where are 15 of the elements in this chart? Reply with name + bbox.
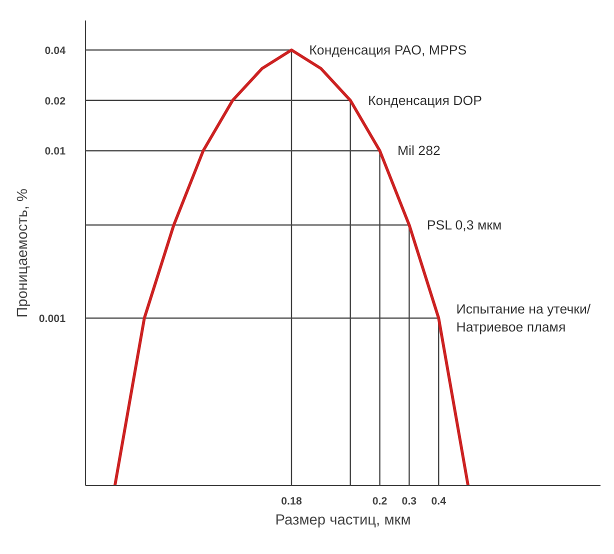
x-tick-label: 0.4 (431, 496, 446, 508)
y-tick-label: 0.04 (44, 44, 66, 57)
y-tick-label: 0.02 (44, 95, 66, 108)
x-axis-title: Размер частиц, мкм (275, 512, 411, 528)
ref-line-label: Конденсация DOP (368, 92, 482, 108)
ref-line-label: Конденсация PAO, MPPS (309, 42, 467, 58)
x-tick-label: 0.18 (281, 496, 302, 508)
y-axis-title: Проницаемость, % (14, 188, 31, 318)
ref-line-label: PSL 0,3 мкм (426, 218, 502, 233)
y-tick-label: 0.001 (38, 313, 66, 326)
y-tick-label: 0.01 (44, 146, 66, 158)
ref-line-label: Испытание на утечки/ Натриевое пламя (456, 302, 591, 335)
x-tick-label: 0.3 (402, 496, 417, 508)
ref-line-label: Mil 282 (397, 143, 440, 158)
x-tick-label: 0.2 (372, 496, 388, 508)
